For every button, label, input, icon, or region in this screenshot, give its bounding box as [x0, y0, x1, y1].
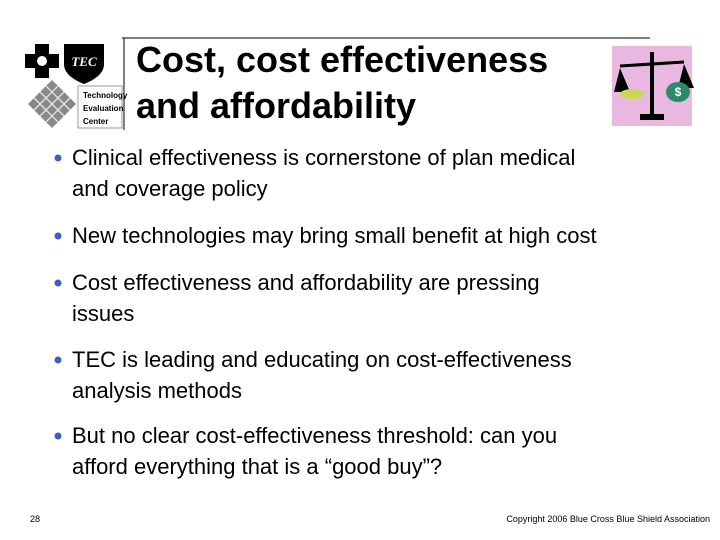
grid-logo: [28, 80, 76, 128]
slide-title: and affordability: [136, 85, 416, 126]
copyright: Copyright 2006 Blue Cross Blue Shield As…: [506, 514, 710, 524]
logo-box: [77, 85, 123, 129]
bcbs-logo: [25, 44, 104, 84]
bullet-text: TEC is leading and educating on cost-eff…: [72, 347, 572, 372]
bullet-text: New technologies may bring small benefit…: [72, 223, 597, 248]
bullet-text: But no clear cost-effectiveness threshol…: [72, 423, 557, 448]
bullet-dot: [54, 356, 62, 364]
scale-icon: [612, 46, 694, 126]
bullet-dot: [54, 154, 62, 162]
bullet-text: analysis methods: [72, 378, 242, 403]
logo-line: Center: [83, 117, 108, 126]
bullet-text: and coverage policy: [72, 176, 268, 201]
bullet-text: afford everything that is a “good buy”?: [72, 454, 442, 479]
icon-symbol: $: [675, 85, 682, 99]
bullet-dot: [54, 232, 62, 240]
slide-title: Cost, cost effectiveness: [136, 39, 548, 80]
logo-line: Evaluation: [83, 104, 124, 113]
bullet-text: Clinical effectiveness is cornerstone of…: [72, 145, 575, 170]
logo-mark: TEC: [71, 54, 97, 69]
bullet-text: issues: [72, 301, 134, 326]
bullet-dot: [54, 432, 62, 440]
bullet-text: Cost effectiveness and affordability are…: [72, 270, 540, 295]
bullet-dot: [54, 279, 62, 287]
page-number: 28: [30, 514, 40, 524]
logo-line: Technology: [83, 91, 128, 100]
